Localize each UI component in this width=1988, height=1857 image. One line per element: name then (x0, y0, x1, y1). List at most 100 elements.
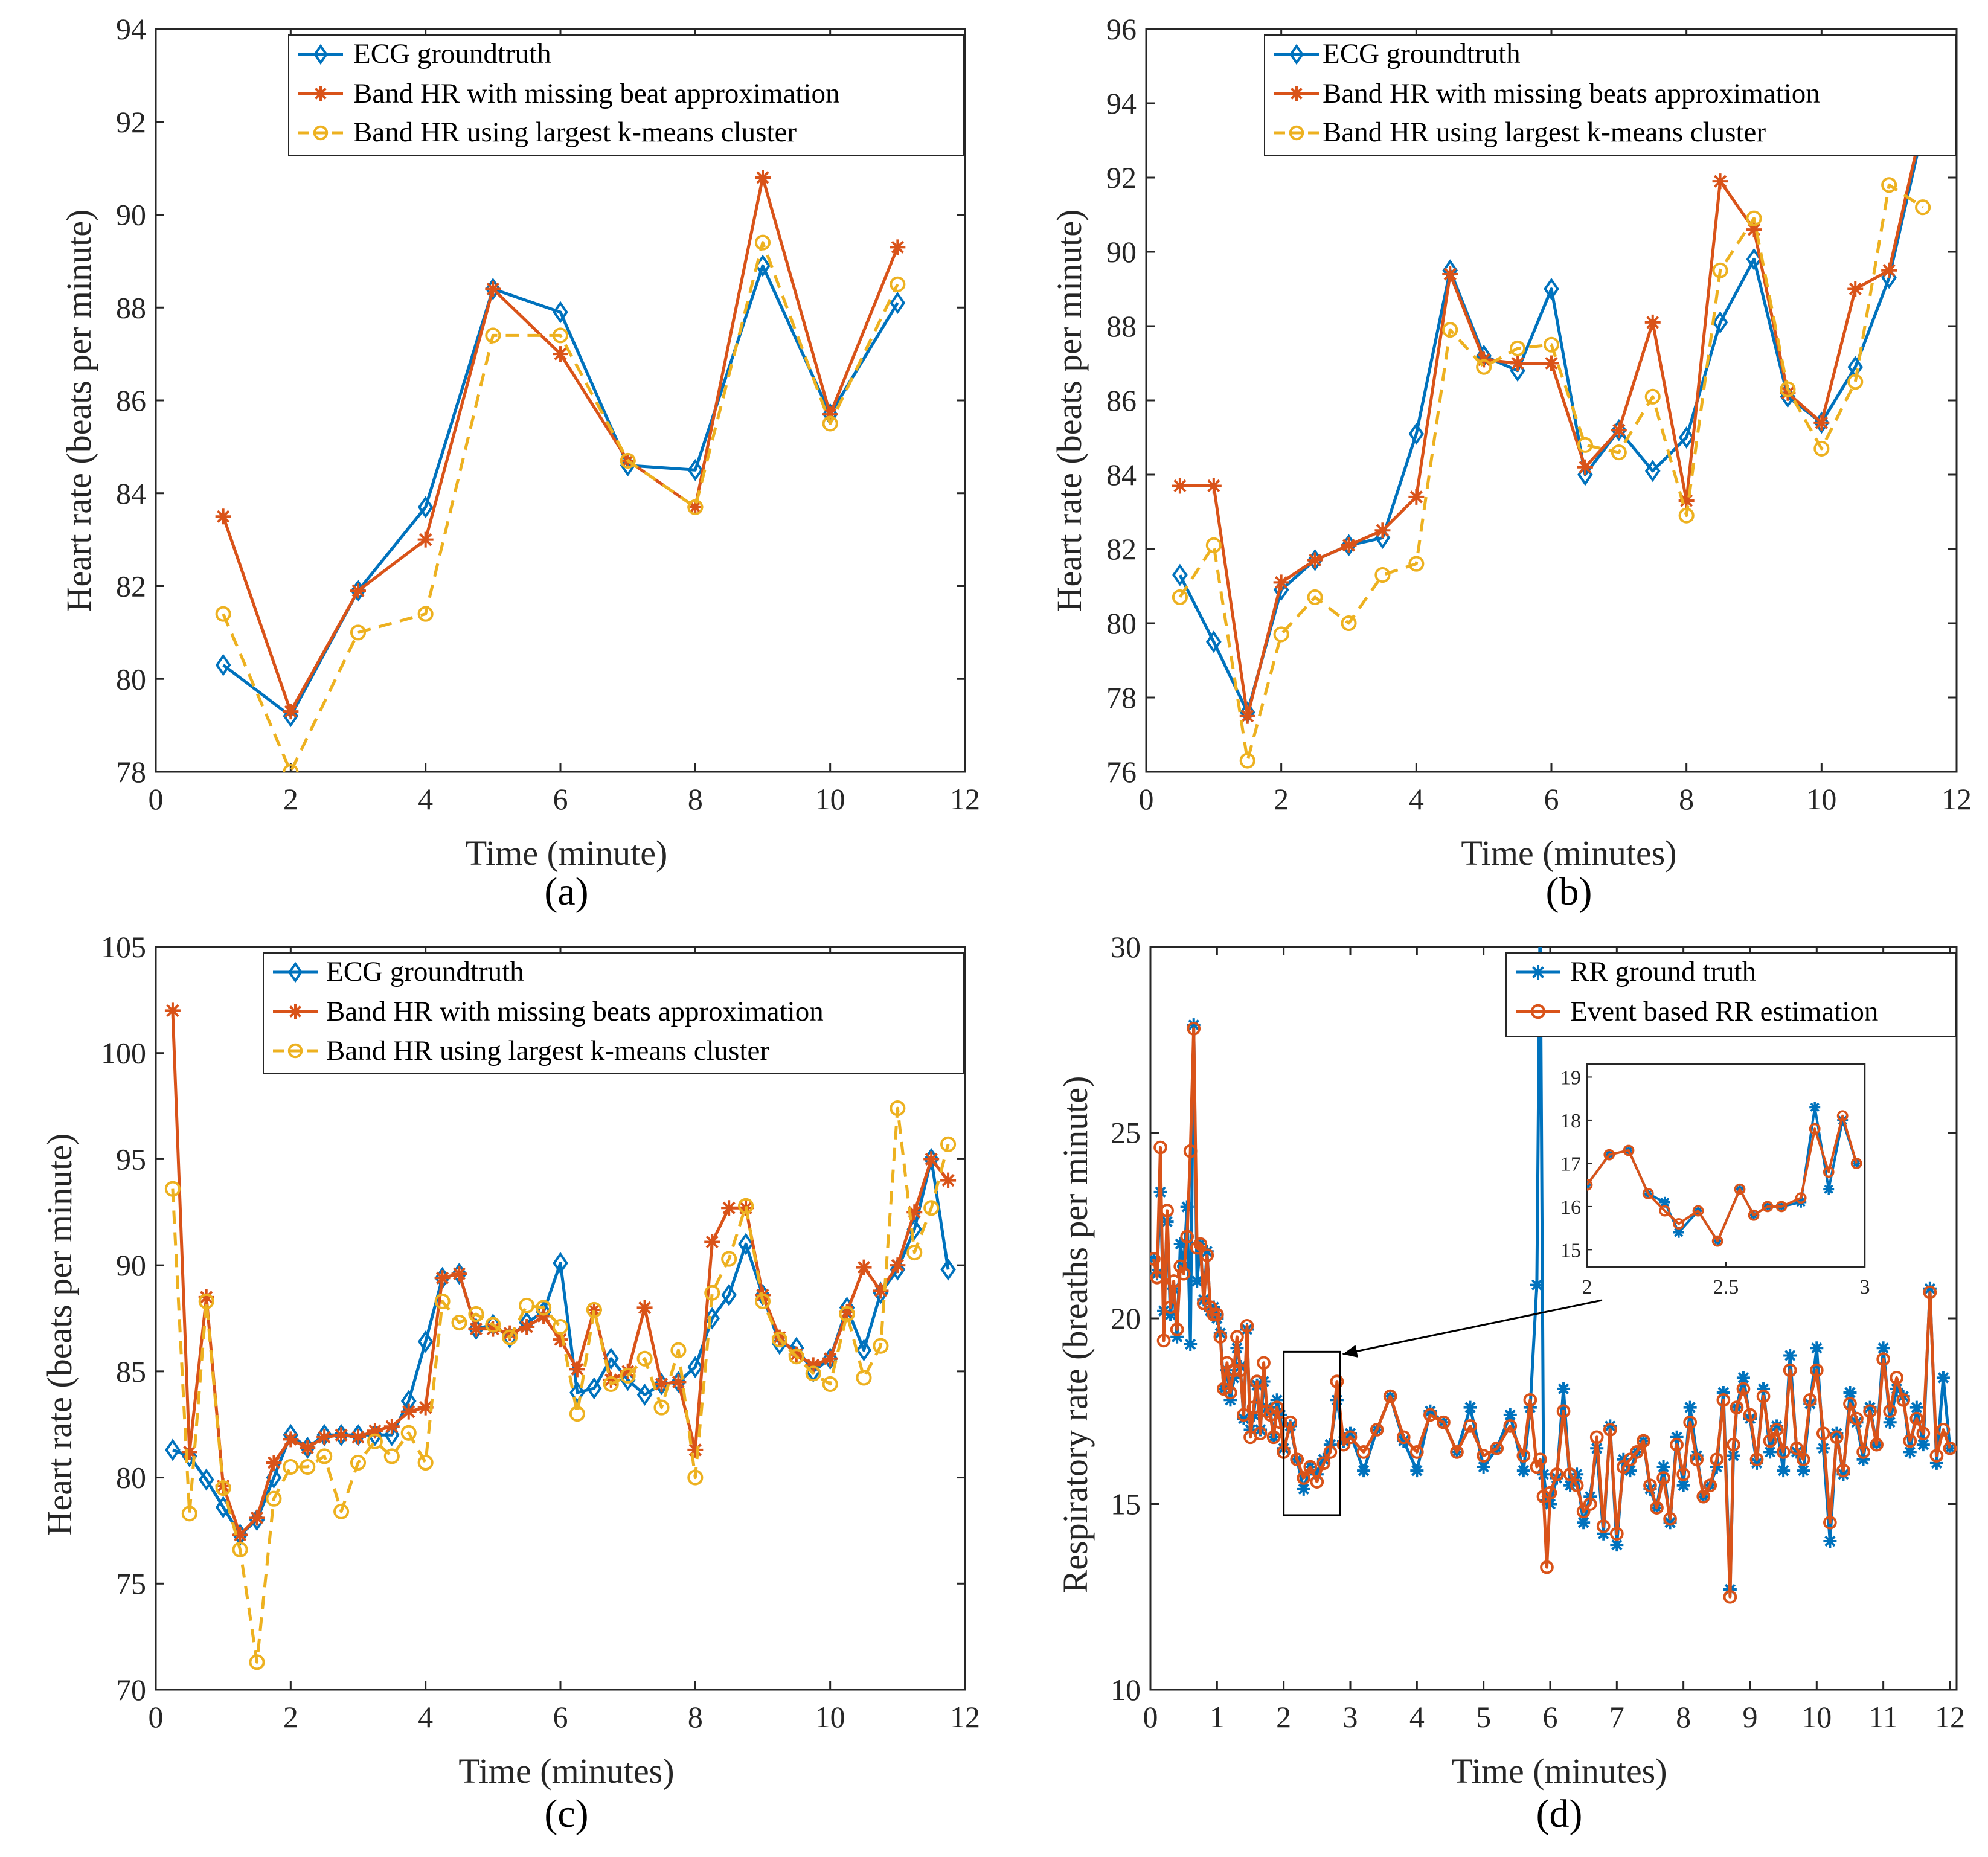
series-d-1-point (1156, 1333, 1171, 1348)
series-d-1-point (1716, 1393, 1731, 1407)
series-d-1-point (1153, 1140, 1167, 1155)
series-d-1-point (1150, 1271, 1164, 1285)
series-c-2-point (923, 1200, 940, 1216)
series-c-1-point (940, 1172, 957, 1188)
series-b-2-point (1307, 589, 1323, 606)
series-d-1-point (1703, 1478, 1717, 1493)
series-d-1-point (1736, 1382, 1751, 1396)
y-tick-label-d: 30 (1111, 930, 1141, 964)
panel-c-ylabel: Heart rate (beats per minute) (40, 1134, 79, 1536)
y-tick-label-b: 90 (1106, 235, 1137, 269)
series-d-1-point (1257, 1356, 1271, 1370)
series-a-1-point (553, 346, 568, 362)
series-d-1-point (1210, 1307, 1224, 1322)
legend-c-marker-2 (287, 1043, 303, 1059)
series-b-2-point (1374, 567, 1391, 583)
panel-d: (d) Time (minutes) Respiratory rate (bre… (1056, 930, 1965, 1836)
series-b-0-point (1678, 426, 1695, 449)
series-b-1-point (1172, 478, 1188, 494)
series-c-2-point (603, 1376, 619, 1392)
series-d-1-point (1936, 1423, 1951, 1437)
series-d-0-point (1237, 1412, 1251, 1426)
series-d-0-point (1836, 1467, 1850, 1481)
y-tick-label-c: 105 (101, 930, 146, 964)
series-d-1-point (1233, 1363, 1248, 1378)
series-c-1-point (805, 1357, 821, 1373)
series-c-1-point (451, 1266, 467, 1282)
series-d-0-point (1516, 1464, 1530, 1478)
series-d-1-point (1809, 1363, 1824, 1378)
series-d-1-point (1170, 1323, 1184, 1336)
legend-c-marker-1 (288, 1004, 303, 1019)
series-c-2-point (198, 1293, 214, 1309)
series-d-1-point (1173, 1259, 1187, 1274)
inset-series-1-point (1836, 1110, 1849, 1122)
y-tick-label-a: 94 (116, 12, 146, 46)
series-c-2-point (721, 1251, 737, 1267)
series-c-0-point (738, 1233, 754, 1256)
series-d-1-point (1789, 1441, 1804, 1455)
series-a-0-point (215, 653, 231, 676)
series-d-1-point (1570, 1478, 1584, 1493)
series-b-1-point (1205, 478, 1222, 494)
inset-series-1-point (1762, 1201, 1774, 1213)
inset-series-1-point (1642, 1188, 1654, 1199)
panel-c-caption: (c) (544, 1792, 588, 1836)
x-tick-label-d: 2 (1276, 1700, 1291, 1734)
series-b-1-point (1746, 222, 1762, 238)
legend-a (288, 34, 964, 156)
series-d-0-point (1610, 1538, 1624, 1552)
plot-area-d (1150, 947, 1957, 1604)
y-tick-label-b: 80 (1106, 606, 1137, 640)
inset-x-tick-label: 2 (1582, 1276, 1592, 1298)
legend-c-box (263, 952, 964, 1074)
series-b-2-point (1678, 507, 1695, 524)
series-c-2-point (164, 1181, 181, 1197)
series-c-1-point (636, 1300, 653, 1316)
legend-d-label-0: RR ground truth (1570, 956, 1756, 987)
series-d-1-point (1370, 1423, 1384, 1437)
series-c-1-point (502, 1325, 518, 1341)
series-d-1-point (1167, 1274, 1181, 1288)
series-d-1-point (1160, 1204, 1174, 1218)
inset-plot-area (1587, 1102, 1862, 1247)
series-d-0-point (1330, 1393, 1344, 1407)
series-d-0-point (1757, 1382, 1771, 1396)
series-b-0-point (1205, 630, 1222, 653)
series-c-1-point (198, 1289, 214, 1305)
series-c-0-point (856, 1339, 872, 1362)
series-a-1-point (687, 499, 704, 515)
series-a-1-point (417, 531, 434, 548)
x-tick-label-b: 10 (1806, 782, 1836, 816)
series-d-1-point (1776, 1445, 1791, 1459)
y-tick-label-c: 85 (116, 1355, 146, 1388)
series-d-1-point (1683, 1415, 1698, 1429)
x-tick-label-b: 2 (1274, 782, 1289, 816)
series-c-2-point (249, 1654, 265, 1670)
inset-series-1-point (1775, 1201, 1788, 1213)
series-c-2-point (300, 1458, 316, 1475)
series-d-0-point (1423, 1404, 1437, 1418)
series-c-1-point (249, 1510, 265, 1526)
series-b-2-point (1341, 615, 1357, 632)
series-d-1-point (1297, 1471, 1311, 1485)
series-b-2-point (1712, 262, 1728, 278)
legend-a-box (288, 34, 964, 156)
series-c-1-point (232, 1527, 248, 1543)
series-a-2-point (754, 234, 771, 251)
series-b-1-point (1847, 281, 1864, 297)
series-d-0-point (1916, 1438, 1930, 1452)
series-d-1-point (1283, 1415, 1298, 1429)
series-d-1-point (1530, 1460, 1544, 1474)
series-d-1-point (1223, 1385, 1237, 1400)
series-c-1-point (788, 1346, 804, 1362)
x-tick-label-d: 11 (1869, 1700, 1898, 1734)
series-d-0-point (1270, 1393, 1284, 1407)
series-c-0-point (586, 1377, 602, 1400)
series-b-2-point (1408, 556, 1425, 572)
series-c-1-point (687, 1442, 704, 1458)
series-d-1-point (1437, 1415, 1451, 1429)
series-c-2-point (636, 1350, 653, 1367)
series-b-2-point (1510, 340, 1526, 356)
legend-a-marker-1 (313, 86, 328, 101)
